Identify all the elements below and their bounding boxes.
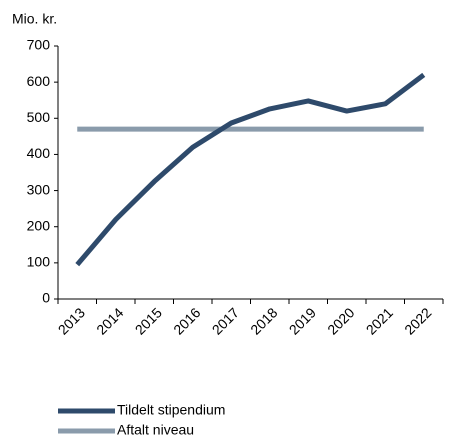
y-axis-label: Mio. kr. — [12, 11, 57, 27]
legend-label: Aftalt niveau — [117, 422, 194, 438]
line-series — [75, 72, 426, 267]
x-tick-label: 2016 — [170, 304, 203, 337]
x-tick-label: 2019 — [286, 304, 319, 337]
x-tick-label: 2020 — [324, 304, 357, 337]
y-tick-label: 500 — [27, 109, 51, 125]
x-tick-label: 2014 — [93, 304, 126, 337]
y-tick-label: 400 — [27, 145, 51, 161]
x-tick-label: 2017 — [209, 304, 242, 337]
y-tick-label: 0 — [42, 290, 50, 306]
y-tick-label: 600 — [27, 73, 51, 89]
x-tick-label: 2022 — [401, 304, 434, 337]
y-tick-label: 700 — [27, 37, 51, 53]
x-tick-label: 2015 — [132, 304, 165, 337]
x-tick-label: 2013 — [55, 304, 88, 337]
legend-label: Tildelt stipendium — [117, 402, 225, 418]
x-tick-label: 2021 — [363, 304, 396, 337]
x-tick-label: 2018 — [247, 304, 280, 337]
y-tick-label: 100 — [27, 254, 51, 270]
y-tick-label: 300 — [27, 181, 51, 197]
y-tick-label: 200 — [27, 217, 51, 233]
